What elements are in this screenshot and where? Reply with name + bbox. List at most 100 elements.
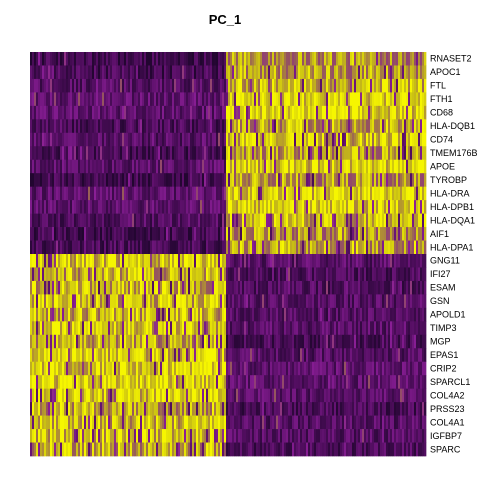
heatmap-cell [222,159,225,174]
heatmap-cell [274,159,277,174]
heatmap-cell [40,200,43,214]
heatmap-cell [340,132,343,147]
heatmap-cell [156,267,159,282]
heatmap-cell [156,52,159,66]
heatmap-cell [266,52,269,66]
heatmap-cell [286,78,289,93]
heatmap-cell [420,375,423,390]
heatmap-cell [68,321,71,336]
heatmap-cell [174,321,177,336]
heatmap-cell [178,146,181,161]
heatmap-cell [198,92,201,107]
heatmap-cell [402,375,405,390]
heatmap-cell [160,375,163,390]
heatmap-cell [416,361,419,376]
heatmap-cell [264,334,267,349]
heatmap-cell [202,146,205,161]
heatmap-cell [36,52,39,66]
heatmap-cell [160,307,163,322]
heatmap-cell [212,375,215,390]
heatmap-cell [274,294,277,309]
heatmap-cell [184,119,187,134]
heatmap-cell [84,173,87,188]
heatmap-cell [36,78,39,93]
heatmap-cell [74,375,77,390]
heatmap-cell [244,267,247,282]
heatmap-cell [54,173,57,188]
heatmap-cell [384,65,387,80]
heatmap-cell [92,52,95,66]
heatmap-cell [32,321,35,336]
heatmap-cell [198,132,201,147]
heatmap-cell [228,65,231,80]
heatmap-cell [30,361,33,376]
heatmap-cell [248,240,251,255]
heatmap-cell [408,348,411,363]
heatmap-cell [250,132,253,147]
heatmap-cell [418,240,421,255]
heatmap-cell [412,321,415,336]
heatmap-cell [258,361,261,376]
heatmap-cell [420,52,423,66]
heatmap-cell [86,348,89,363]
heatmap-cell [174,52,177,66]
heatmap-cell [80,132,83,147]
heatmap-cell [272,213,275,228]
heatmap-cell [78,267,81,282]
heatmap-cell [60,92,63,107]
heatmap-cell [84,213,87,228]
heatmap-cell [80,105,83,120]
heatmap-cell [254,92,257,107]
heatmap-cell [410,200,413,214]
heatmap-cell [178,186,181,201]
heatmap-cell [254,78,257,93]
heatmap-cell [118,294,121,309]
heatmap-cell [32,159,35,174]
heatmap-cell [312,267,315,282]
heatmap-cell [410,213,413,228]
heatmap-cell [90,294,93,309]
heatmap-cell [228,240,231,255]
heatmap-cell [202,200,205,214]
heatmap-cell [356,375,359,390]
heatmap-cell [46,173,49,188]
heatmap-cell [142,280,145,295]
heatmap-cell [234,65,237,80]
heatmap-cell [314,65,317,80]
heatmap-cell [172,375,175,390]
heatmap-cell [372,375,375,390]
heatmap-cell [230,200,233,214]
heatmap-cell [280,294,283,309]
heatmap-cell [82,307,85,322]
heatmap-cell [122,348,125,363]
heatmap-cell [40,267,43,282]
heatmap-cell [206,213,209,228]
heatmap-cell [90,173,93,188]
heatmap-cell [206,105,209,120]
heatmap-cell [56,92,59,107]
heatmap-cell [308,294,311,309]
heatmap-cell [70,52,73,66]
heatmap-cell [180,348,183,363]
heatmap-cell [148,267,151,282]
heatmap-cell [144,119,147,134]
heatmap-cell [164,294,167,309]
heatmap-cell [314,375,317,390]
heatmap-cell [374,240,377,255]
heatmap-cell [156,240,159,255]
heatmap-cell [242,227,245,241]
heatmap-cell [98,348,101,363]
heatmap-cell [170,52,173,66]
heatmap-cell [170,159,173,174]
heatmap-cell [252,267,255,282]
heatmap-cell [30,334,33,349]
heatmap-cell [284,65,287,80]
heatmap-cell [42,105,45,120]
heatmap-cell [84,52,87,66]
heatmap-cell [308,348,311,363]
heatmap-cell [166,105,169,120]
heatmap-cell [134,186,137,201]
heatmap-cell [190,132,193,147]
heatmap-cell [276,375,279,390]
heatmap-cell [34,105,37,120]
